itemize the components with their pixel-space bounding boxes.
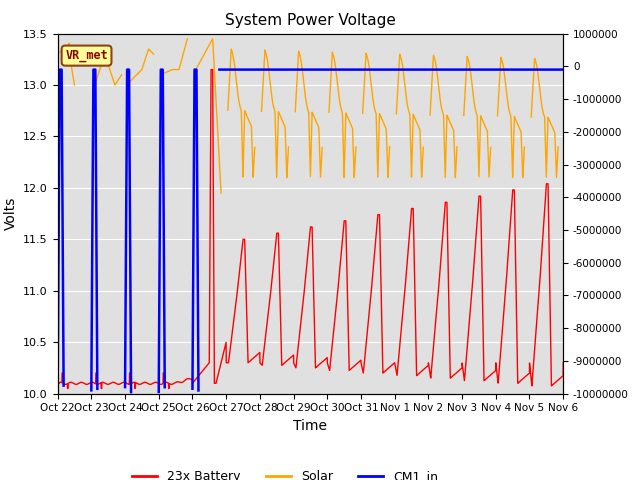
Y-axis label: Volts: Volts [4,197,17,230]
Legend: 23x Battery, Solar, CM1_in: 23x Battery, Solar, CM1_in [127,465,443,480]
X-axis label: Time: Time [293,419,328,433]
Text: VR_met: VR_met [65,49,108,62]
Title: System Power Voltage: System Power Voltage [225,13,396,28]
